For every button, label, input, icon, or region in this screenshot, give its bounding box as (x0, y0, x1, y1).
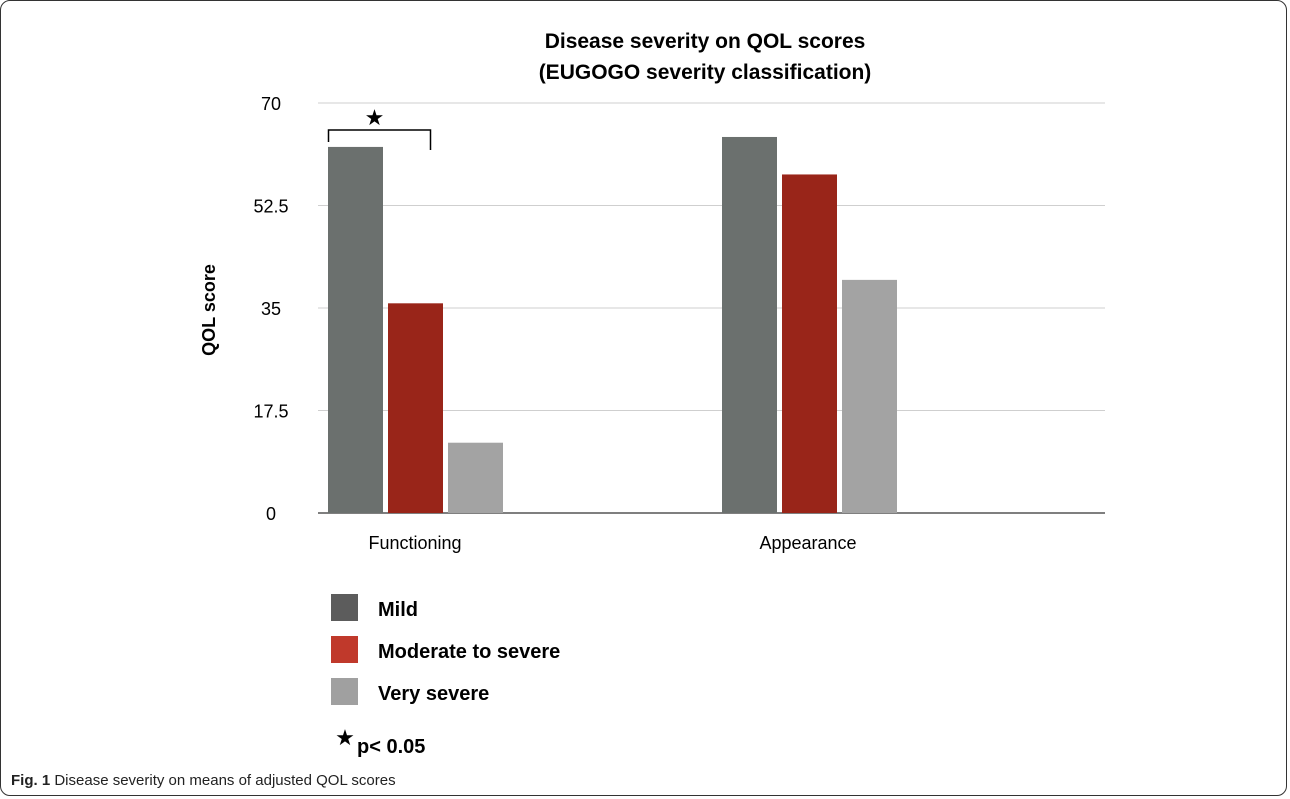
figure-caption-label: Fig. 1 (11, 772, 51, 789)
x-axis-ticks: Functioning Appearance (368, 533, 856, 553)
chart-title: Disease severity on QOL scores (EUGOGO s… (539, 30, 872, 84)
figure-caption: Fig. 1 Disease severity on means of adju… (11, 772, 396, 789)
legend-significance-label: p< 0.05 (357, 736, 425, 758)
y-tick-label: 70 (261, 94, 281, 114)
legend-label: Mild (378, 599, 418, 621)
x-tick-label: Functioning (368, 533, 461, 553)
bar (842, 279, 897, 513)
significance-annotation: ★ (327, 106, 432, 150)
significance-bracket (327, 129, 432, 150)
legend-label: Moderate to severe (378, 641, 560, 663)
y-axis-ticks: 0 17.5 35 52.5 70 (253, 94, 288, 524)
bars (328, 136, 897, 513)
figure-caption-text: Disease severity on means of adjusted QO… (50, 772, 396, 789)
y-tick-label: 0 (266, 504, 276, 524)
chart-title-line-2: (EUGOGO severity classification) (539, 61, 872, 84)
y-axis-label: QOL score (199, 264, 219, 356)
bar (328, 146, 383, 513)
legend-swatch (331, 636, 358, 663)
bar (782, 174, 837, 513)
x-tick-label: Appearance (759, 533, 856, 553)
significance-star: ★ (365, 106, 385, 131)
bar (722, 136, 777, 513)
y-tick-label: 35 (261, 299, 281, 319)
y-tick-label: 52.5 (253, 197, 288, 217)
legend-swatch (331, 594, 358, 621)
bar (448, 442, 503, 513)
legend: Mild Moderate to severe Very severe ★ p< 0.0… (331, 594, 560, 758)
legend-swatch (331, 678, 358, 705)
legend-significance-star: ★ (335, 726, 355, 751)
bar-chart: Disease severity on QOL scores (EUGOGO s… (199, 30, 1105, 758)
gridlines (318, 102, 1105, 514)
chart-title-line-1: Disease severity on QOL scores (545, 30, 866, 53)
legend-label: Very severe (378, 683, 489, 705)
bar (388, 303, 443, 513)
y-tick-label: 17.5 (253, 402, 288, 422)
